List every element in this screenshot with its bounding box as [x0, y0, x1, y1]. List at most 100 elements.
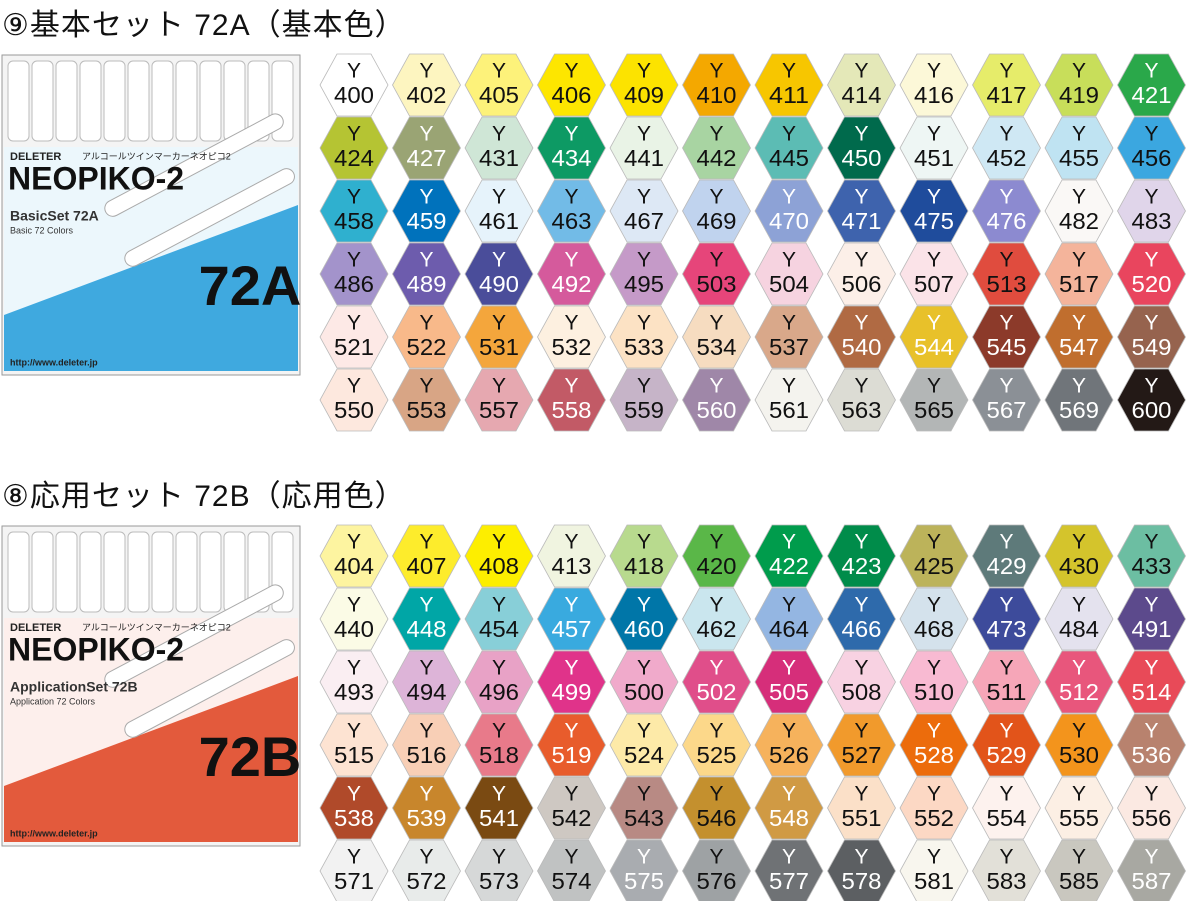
- swatch-prefix: Y: [709, 60, 723, 83]
- swatch-prefix: Y: [709, 531, 723, 554]
- pen-cap: [103, 531, 126, 613]
- swatch-prefix: Y: [854, 123, 868, 146]
- swatch-code: 578: [842, 868, 882, 894]
- swatch-code: 483: [1132, 208, 1172, 234]
- swatch-hexagon: [972, 524, 1041, 588]
- swatch-prefix: Y: [854, 783, 868, 806]
- swatch-code: 450: [842, 145, 882, 171]
- swatch-code: 420: [697, 553, 737, 579]
- pen-cap: [103, 60, 126, 142]
- pen-cap: [223, 60, 246, 142]
- swatch-hexagon: [609, 368, 679, 432]
- swatch-code: 400: [334, 82, 374, 108]
- swatch-hexagon: [537, 53, 606, 117]
- swatch-code: 575: [624, 868, 664, 894]
- pen-cap: [175, 531, 198, 613]
- swatch-prefix: Y: [564, 846, 578, 869]
- swatch-hexagon: [319, 368, 389, 432]
- swatch-hexagon: [899, 179, 969, 243]
- pen-cap: [127, 531, 150, 613]
- swatch-hexagon: [754, 776, 824, 840]
- swatch-prefix: Y: [927, 375, 941, 398]
- swatch-prefix: Y: [854, 531, 868, 554]
- swatch-prefix: Y: [347, 375, 361, 398]
- swatch-prefix: Y: [419, 783, 433, 806]
- swatch-prefix: Y: [782, 60, 796, 83]
- swatch-hexagon: [537, 242, 606, 306]
- swatch-code: 545: [987, 334, 1027, 360]
- swatch-prefix: Y: [637, 783, 651, 806]
- swatch-code: 534: [697, 334, 737, 360]
- swatch-hexagon: [682, 776, 751, 840]
- swatch-prefix: Y: [927, 312, 941, 335]
- swatch-prefix: Y: [1144, 312, 1158, 335]
- swatch-prefix: Y: [564, 375, 578, 398]
- swatch-prefix: Y: [1072, 312, 1086, 335]
- swatch-hexagon: [319, 242, 389, 306]
- swatch-hexagon: [899, 839, 969, 901]
- swatch-hexagon: [319, 179, 389, 243]
- swatch-prefix: Y: [999, 531, 1013, 554]
- swatch-prefix: Y: [999, 123, 1013, 146]
- swatch-code: 427: [407, 145, 447, 171]
- swatch-hexagon: [682, 524, 751, 588]
- swatch-code: 600: [1132, 397, 1172, 423]
- package-tagline: アルコールツインマーカーネオピコ2: [82, 151, 231, 161]
- swatch-code: 467: [624, 208, 664, 234]
- swatch-code: 490: [479, 271, 519, 297]
- swatch-prefix: Y: [854, 846, 868, 869]
- swatch-hexagon: [827, 116, 896, 180]
- pen-cap: [127, 60, 150, 142]
- package-set: BasicSet 72A: [10, 208, 99, 224]
- swatch-prefix: Y: [564, 531, 578, 554]
- swatch-hexagon: [464, 305, 534, 369]
- package-brand: DELETER: [10, 151, 61, 163]
- swatch-code: 441: [624, 145, 664, 171]
- swatch-hexagon: [392, 713, 461, 777]
- swatch-hexagon: [1044, 524, 1114, 588]
- swatch-prefix: Y: [637, 846, 651, 869]
- swatch-code: 418: [624, 553, 664, 579]
- swatch-prefix: Y: [854, 60, 868, 83]
- swatch-hexagon: [972, 116, 1041, 180]
- swatch-code: 489: [407, 271, 447, 297]
- swatch-code: 530: [1059, 742, 1099, 768]
- swatch-code: 511: [987, 679, 1027, 705]
- swatch-code: 409: [624, 82, 664, 108]
- pen: [124, 639, 295, 738]
- pen-cap: [7, 531, 30, 613]
- swatch-code: 459: [407, 208, 447, 234]
- swatch-code: 413: [552, 553, 592, 579]
- swatch-prefix: Y: [1072, 60, 1086, 83]
- swatch-prefix: Y: [927, 657, 941, 680]
- swatch-prefix: Y: [782, 249, 796, 272]
- swatch-prefix: Y: [637, 249, 651, 272]
- swatch-hexagon: [827, 179, 896, 243]
- swatch-hexagon: [537, 713, 606, 777]
